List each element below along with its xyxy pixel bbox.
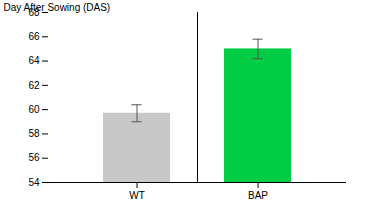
- svg-text:60: 60: [28, 104, 40, 115]
- svg-text:Day After Sowing (DAS): Day After Sowing (DAS): [4, 2, 111, 13]
- svg-text:58: 58: [28, 128, 40, 139]
- svg-text:56: 56: [28, 152, 40, 163]
- svg-text:WT: WT: [129, 190, 145, 201]
- svg-text:62: 62: [28, 80, 40, 91]
- svg-text:66: 66: [28, 31, 40, 42]
- svg-text:54: 54: [28, 177, 40, 188]
- svg-text:BAP: BAP: [248, 190, 268, 201]
- svg-text:64: 64: [28, 55, 40, 66]
